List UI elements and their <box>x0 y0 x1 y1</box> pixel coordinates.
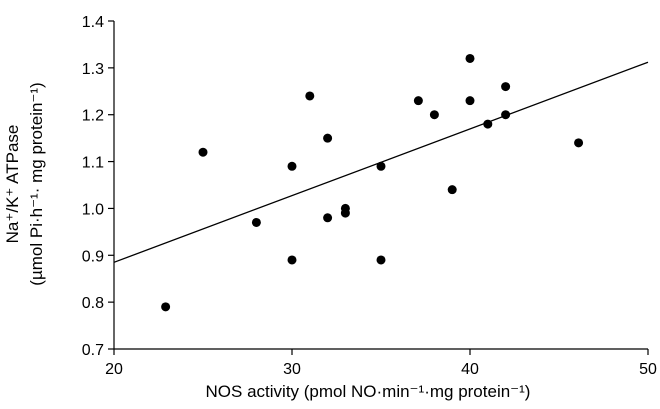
data-point <box>323 213 333 223</box>
data-point <box>574 138 584 148</box>
data-point <box>287 255 297 265</box>
y-axis-title-line2: (µmol Pi·h⁻¹· mg protein⁻¹) <box>27 82 46 285</box>
axes <box>113 21 648 350</box>
data-point <box>376 161 386 171</box>
y-tick-label: 0.9 <box>82 248 104 265</box>
data-point <box>501 110 511 120</box>
data-point <box>198 147 208 157</box>
data-point <box>161 302 171 312</box>
data-point <box>429 110 439 120</box>
data-point <box>287 161 297 171</box>
data-point <box>465 53 475 63</box>
data-point <box>447 185 457 195</box>
data-point <box>465 96 475 106</box>
data-point <box>251 217 261 227</box>
x-tick-label: 50 <box>639 361 657 378</box>
data-point <box>413 96 423 106</box>
x-ticks: 20 30 40 50 <box>105 349 657 378</box>
data-point <box>376 255 386 265</box>
x-tick-label: 40 <box>461 361 479 378</box>
data-points <box>161 53 584 312</box>
y-tick-label: 0.7 <box>82 342 104 359</box>
y-tick-label: 0.8 <box>82 295 104 312</box>
x-axis-title: NOS activity (pmol NO·min⁻¹·mg protein⁻¹… <box>206 382 531 401</box>
y-tick-label: 1.2 <box>82 108 104 125</box>
y-tick-label: 1.1 <box>82 155 104 172</box>
x-tick-label: 20 <box>105 361 123 378</box>
data-point <box>323 133 333 143</box>
data-point <box>501 82 511 92</box>
data-point <box>483 119 493 129</box>
y-tick-label: 1.3 <box>82 61 104 78</box>
data-point <box>305 91 315 101</box>
y-tick-label: 1.0 <box>82 201 104 218</box>
x-tick-label: 30 <box>283 361 301 378</box>
data-point <box>340 208 350 218</box>
y-axis-title-line1: Na⁺/K⁺ ATPase <box>3 125 22 244</box>
y-ticks: 0.7 0.8 0.9 1.0 1.1 1.2 1.3 1.4 <box>82 14 114 359</box>
y-tick-label: 1.4 <box>82 14 104 31</box>
